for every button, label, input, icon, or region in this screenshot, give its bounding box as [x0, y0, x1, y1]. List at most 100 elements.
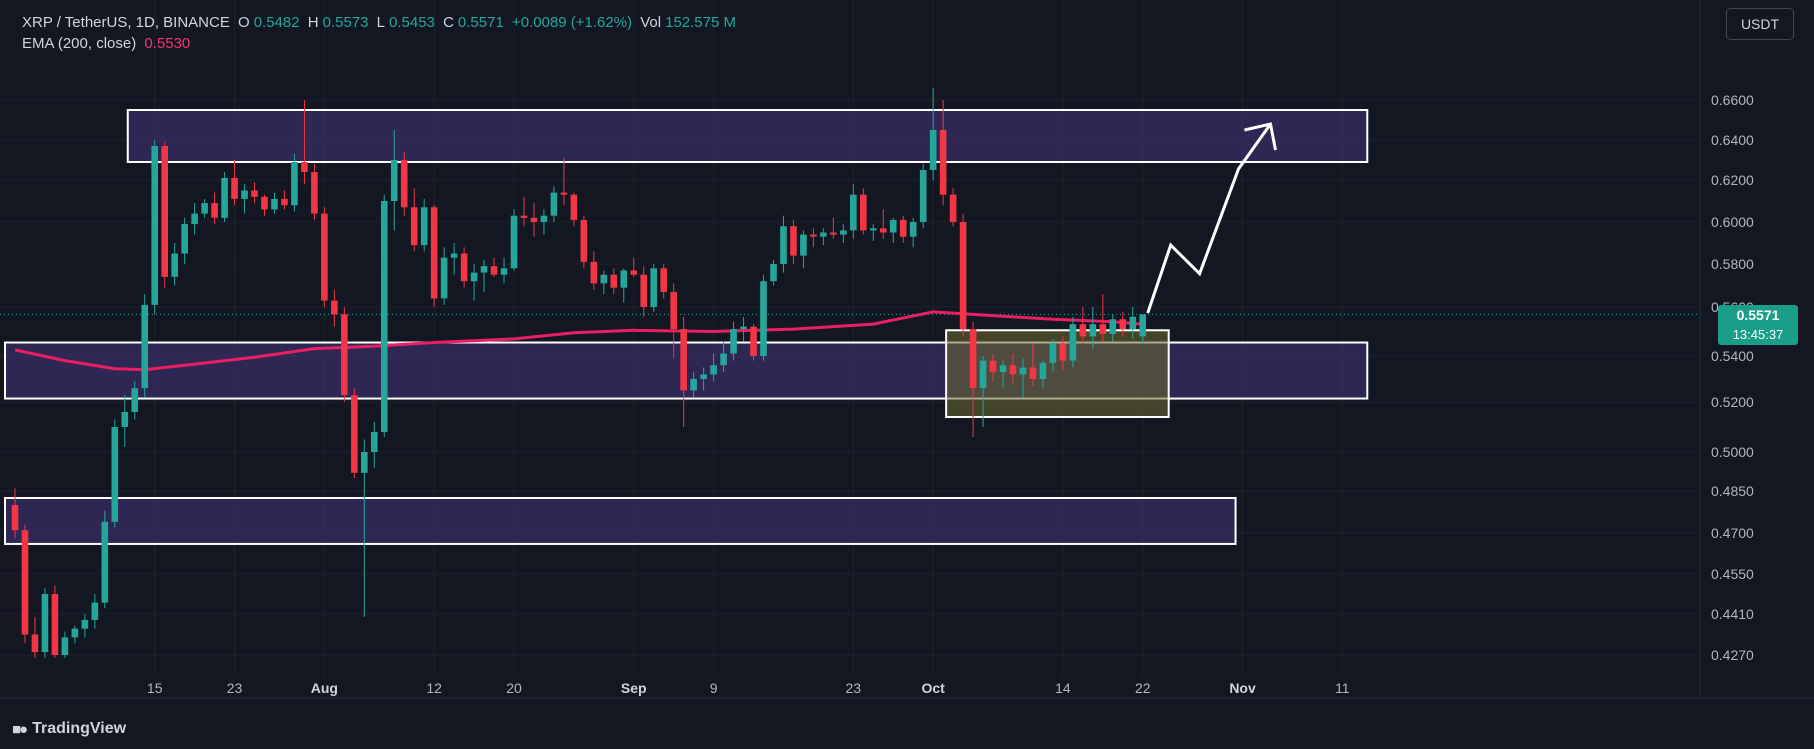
consolidation-box [945, 329, 1170, 418]
candle-body [860, 194, 867, 231]
tradingview-icon: ■● [12, 720, 28, 738]
time-axis-label: Aug [311, 680, 338, 696]
currency-button[interactable]: USDT [1726, 8, 1794, 40]
candle-body [710, 365, 717, 375]
candle-body [580, 219, 588, 262]
projection-arrowhead [1244, 122, 1277, 151]
candle-body [430, 207, 438, 299]
last-price-label: 0.5571 13:45:37 [1718, 305, 1798, 345]
symbol-label[interactable]: XRP / TetherUS, 1D, BINANCE [22, 14, 230, 31]
candle-body [909, 222, 917, 237]
candle-body [241, 190, 248, 199]
ema-label[interactable]: EMA (200, close) [22, 35, 137, 52]
candle-body [720, 353, 727, 366]
candle-body [51, 594, 59, 655]
candle-body [520, 215, 528, 218]
price-axis-label: 0.4850 [1711, 483, 1754, 499]
candle-body [660, 268, 667, 292]
volume-key: Vol [640, 14, 662, 31]
candle-body [390, 160, 398, 201]
candle-body [171, 253, 178, 277]
candle-body [450, 253, 458, 258]
time-axis-label: 20 [506, 680, 522, 696]
candle-body [989, 360, 997, 373]
ema-row: EMA (200, close) 0.5530 [22, 33, 740, 54]
tradingview-logo[interactable]: ■● TradingView [12, 718, 126, 740]
candle-body [1009, 365, 1017, 375]
candle-body [949, 194, 957, 222]
candle-body [540, 215, 548, 222]
candle-body [191, 213, 198, 225]
ema-200-line [14, 310, 1143, 372]
candle-body [301, 162, 308, 172]
candle-body [490, 266, 498, 275]
candle-body [1099, 324, 1107, 334]
high-value: 0.5573 [322, 14, 369, 31]
price-axis-label: 0.6200 [1711, 172, 1754, 188]
time-axis-label: 15 [147, 680, 163, 696]
candle-body [111, 427, 119, 522]
candle-body [770, 264, 777, 282]
candle-body [61, 637, 69, 655]
candle-body [121, 412, 129, 427]
candle-body [760, 281, 767, 356]
candle-body [1039, 362, 1047, 379]
candle-body [470, 272, 478, 282]
high-key: H [307, 14, 319, 31]
candle-body [341, 314, 348, 396]
candle-body [700, 374, 707, 379]
change-value: +0.0089 (+1.62%) [511, 14, 633, 31]
low-key: L [376, 14, 386, 31]
candle-body [630, 270, 638, 275]
candle-body [740, 326, 747, 330]
candle-body [1089, 324, 1097, 337]
candle-body [181, 224, 188, 254]
bar-countdown: 13:45:37 [1732, 327, 1784, 342]
projection-arrow [1146, 123, 1272, 314]
candle-body [830, 232, 837, 235]
candle-body [1069, 324, 1077, 361]
candle-body [101, 521, 109, 603]
candle-body [680, 329, 687, 391]
candle-body [800, 234, 807, 256]
candle-body [610, 274, 618, 288]
candle-body [71, 628, 79, 638]
candle-body [899, 219, 907, 237]
candle-body [560, 192, 568, 195]
candle-body [550, 192, 558, 216]
candle-body [570, 194, 578, 220]
support-resistance-zone [126, 109, 1369, 163]
price-axis-label: 0.4550 [1711, 566, 1754, 582]
candle-body [440, 257, 448, 299]
candle-body [141, 304, 149, 389]
candle-body [201, 203, 208, 214]
support-resistance-zone [4, 497, 1237, 545]
price-axis-label: 0.4700 [1711, 525, 1754, 541]
candle-body [500, 268, 508, 275]
candle-body [410, 207, 418, 246]
ema-value: 0.5530 [144, 35, 191, 52]
candle-body [939, 130, 947, 195]
last-price-value: 0.5571 [1736, 307, 1780, 323]
candle-body [600, 274, 608, 284]
price-axis-label: 0.4410 [1711, 606, 1754, 622]
price-axis-label: 0.5000 [1711, 444, 1754, 460]
price-axis-label: 0.6000 [1711, 214, 1754, 230]
candle-body [380, 201, 388, 432]
candle-body [810, 234, 817, 237]
brand-label: TradingView [32, 720, 127, 737]
candle-body [291, 162, 298, 206]
price-axis-label: 0.4270 [1711, 647, 1754, 663]
candle-body [889, 219, 897, 233]
candle-body [979, 360, 987, 389]
close-value: 0.5571 [457, 14, 504, 31]
candle-body [650, 268, 658, 307]
candle-body [400, 160, 408, 208]
candle-body [840, 230, 847, 235]
candle-body [969, 329, 977, 389]
candle-body [1139, 314, 1147, 337]
time-axis-label: 12 [426, 680, 442, 696]
candle-body [670, 291, 677, 330]
